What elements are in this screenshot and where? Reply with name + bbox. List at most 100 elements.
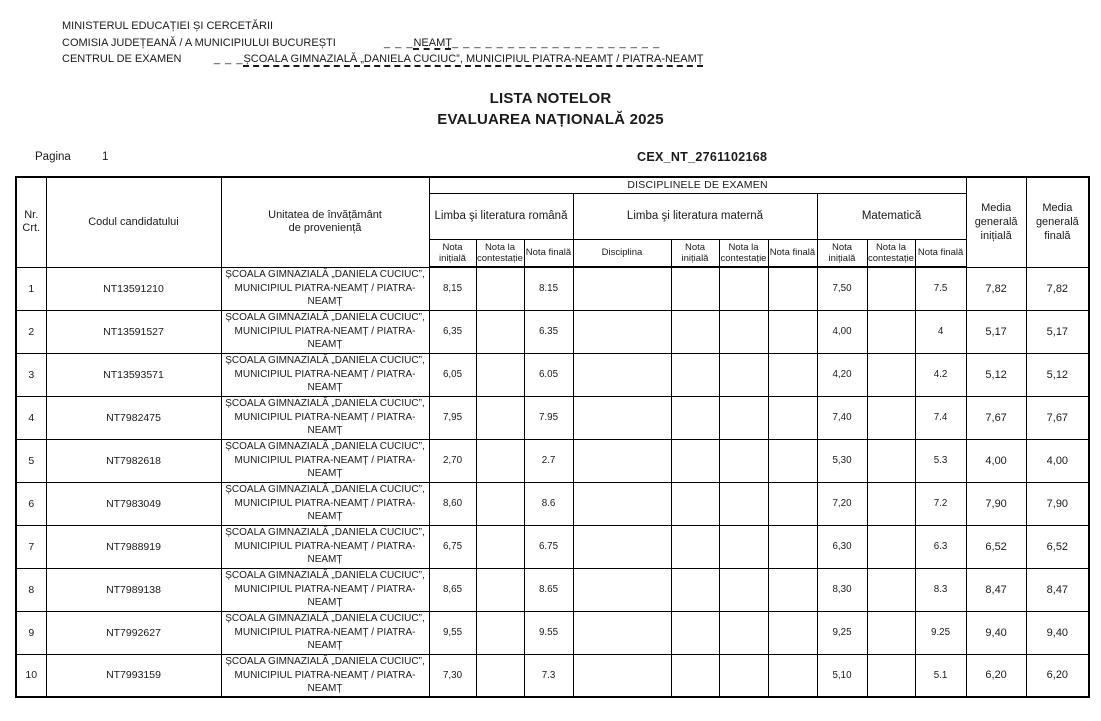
math-initial-cell: 5,30 [816, 438, 868, 483]
romanian-appeal-cell [475, 309, 525, 354]
page-number-line: Pagina 1 [35, 151, 108, 163]
candidate-row: 9 NT7992627 ȘCOALA GIMNAZIALĂ „DANIELA C… [15, 610, 1090, 655]
school-cell: ȘCOALA GIMNAZIALĂ „DANIELA CUCIUC”, MUNI… [220, 567, 430, 612]
grades-table-header: Nr. Crt. Codul candidatului Unitatea de … [15, 176, 1090, 268]
maternal-initial-cell [670, 524, 720, 569]
math-initial-cell: 4,00 [816, 309, 868, 354]
school-cell: ȘCOALA GIMNAZIALĂ „DANIELA CUCIUC”, MUNI… [220, 610, 430, 655]
page-number-value: 1 [102, 151, 109, 163]
general-average-final-cell: 7,67 [1025, 395, 1090, 440]
general-average-initial-cell: 5,12 [965, 352, 1027, 397]
row-number-cell: 1 [15, 266, 47, 311]
candidate-row: 1 NT13591210 ȘCOALA GIMNAZIALĂ „DANIELA … [15, 266, 1090, 311]
general-average-final-cell: 5,17 [1025, 309, 1090, 354]
romanian-initial-cell: 7,30 [428, 653, 477, 698]
romanian-final-cell: 7.95 [523, 395, 574, 440]
row-number-cell: 3 [15, 352, 47, 397]
maternal-initial-cell [670, 610, 720, 655]
maternal-subject-cell [572, 610, 672, 655]
exam-center-line: CENTRUL DE EXAMEN _ _ _ȘCOALA GIMNAZIALĂ… [62, 51, 762, 68]
romanian-initial-cell: 6,05 [428, 352, 477, 397]
math-appeal-cell [866, 653, 916, 698]
document-title: LISTA NOTELOR [489, 90, 612, 107]
maternal-initial-cell [670, 266, 720, 311]
general-average-final-cell: 4,00 [1025, 438, 1090, 483]
general-average-initial-cell: 9,40 [965, 610, 1027, 655]
romanian-appeal-cell [475, 567, 525, 612]
school-cell: ȘCOALA GIMNAZIALĂ „DANIELA CUCIUC”, MUNI… [220, 438, 430, 483]
math-initial-cell: 7,50 [816, 266, 868, 311]
general-average-final-cell: 8,47 [1025, 567, 1090, 612]
general-average-final-cell: 7,82 [1025, 266, 1090, 311]
commission-line: COMISIA JUDEȚEANĂ / A MUNICIPIULUI BUCUR… [62, 35, 762, 52]
school-cell: ȘCOALA GIMNAZIALĂ „DANIELA CUCIUC”, MUNI… [220, 653, 430, 698]
row-number-cell: 2 [15, 309, 47, 354]
general-average-initial-cell: 6,20 [965, 653, 1027, 698]
ministry-label: MINISTERUL EDUCAȚIEI ȘI CERCETĂRII [62, 20, 274, 32]
school-cell: ȘCOALA GIMNAZIALĂ „DANIELA CUCIUC”, MUNI… [220, 481, 430, 526]
math-final-cell: 6.3 [914, 524, 967, 569]
romanian-initial-cell: 7,95 [428, 395, 477, 440]
maternal-subject-cell [572, 653, 672, 698]
romanian-final-cell: 9.55 [523, 610, 574, 655]
maternal-initial-cell [670, 438, 720, 483]
exam-center-blank-prefix: _ _ _ [214, 53, 244, 65]
maternal-initial-cell [670, 653, 720, 698]
maternal-appeal-cell [718, 567, 769, 612]
romanian-initial-cell: 2,70 [428, 438, 477, 483]
maternal-appeal-cell [718, 438, 769, 483]
grades-table: Nr. Crt. Codul candidatului Unitatea de … [15, 176, 1091, 698]
romanian-initial-cell: 6,35 [428, 309, 477, 354]
romanian-final-cell: 6.05 [523, 352, 574, 397]
commission-label: COMISIA JUDEȚEANĂ / A MUNICIPIULUI BUCUR… [62, 36, 336, 49]
school-cell: ȘCOALA GIMNAZIALĂ „DANIELA CUCIUC”, MUNI… [220, 266, 430, 311]
math-initial-cell: 8,30 [816, 567, 868, 612]
maternal-final-cell [767, 309, 818, 354]
maternal-initial-cell [670, 352, 720, 397]
exam-center-fill: _ _ _ȘCOALA GIMNAZIALĂ „DANIELA CUCIUC”,… [214, 51, 704, 68]
romanian-final-cell: 8.6 [523, 481, 574, 526]
header-media-initiala: Media generală inițială [965, 176, 1027, 268]
candidate-row: 4 NT7982475 ȘCOALA GIMNAZIALĂ „DANIELA C… [15, 395, 1090, 440]
maternal-initial-cell [670, 309, 720, 354]
maternal-appeal-cell [718, 395, 769, 440]
general-average-initial-cell: 5,17 [965, 309, 1027, 354]
romanian-appeal-cell [475, 653, 525, 698]
row-number-cell: 5 [15, 438, 47, 483]
letterhead: MINISTERUL EDUCAȚIEI ȘI CERCETĂRII COMIS… [62, 18, 762, 68]
maternal-appeal-cell [718, 266, 769, 311]
maternal-subject-cell [572, 567, 672, 612]
romanian-initial-cell: 6,75 [428, 524, 477, 569]
romanian-appeal-cell [475, 610, 525, 655]
math-final-cell: 7.5 [914, 266, 967, 311]
commission-blank-prefix: _ _ _ [384, 36, 414, 49]
maternal-subject-cell [572, 309, 672, 354]
header-ro-nota-initiala: Nota inițială [428, 238, 477, 268]
commission-fill: _ _ _NEAMȚ_ _ _ _ _ _ _ _ _ _ _ _ _ _ _ … [384, 35, 660, 52]
math-appeal-cell [866, 309, 916, 354]
romanian-final-cell: 6.35 [523, 309, 574, 354]
maternal-appeal-cell [718, 481, 769, 526]
header-ro-nota-contestatie: Nota la contestație [475, 238, 525, 268]
header-lm-nota-contestatie: Nota la contestație [718, 238, 769, 268]
math-appeal-cell [866, 352, 916, 397]
maternal-subject-cell [572, 395, 672, 440]
math-final-cell: 9.25 [914, 610, 967, 655]
page-number-label: Pagina [35, 151, 71, 163]
candidate-row: 6 NT7983049 ȘCOALA GIMNAZIALĂ „DANIELA C… [15, 481, 1090, 526]
math-appeal-cell [866, 438, 916, 483]
general-average-initial-cell: 7,67 [965, 395, 1027, 440]
math-initial-cell: 9,25 [816, 610, 868, 655]
math-initial-cell: 7,40 [816, 395, 868, 440]
candidate-code-cell: NT13593571 [45, 352, 222, 397]
school-cell: ȘCOALA GIMNAZIALĂ „DANIELA CUCIUC”, MUNI… [220, 395, 430, 440]
candidate-code-cell: NT7992627 [45, 610, 222, 655]
candidate-code-cell: NT7982618 [45, 438, 222, 483]
maternal-final-cell [767, 438, 818, 483]
general-average-final-cell: 6,20 [1025, 653, 1090, 698]
math-initial-cell: 4,20 [816, 352, 868, 397]
header-romanian-group: Limba şi literatura română [428, 192, 574, 240]
general-average-final-cell: 9,40 [1025, 610, 1090, 655]
general-average-final-cell: 6,52 [1025, 524, 1090, 569]
math-appeal-cell [866, 567, 916, 612]
